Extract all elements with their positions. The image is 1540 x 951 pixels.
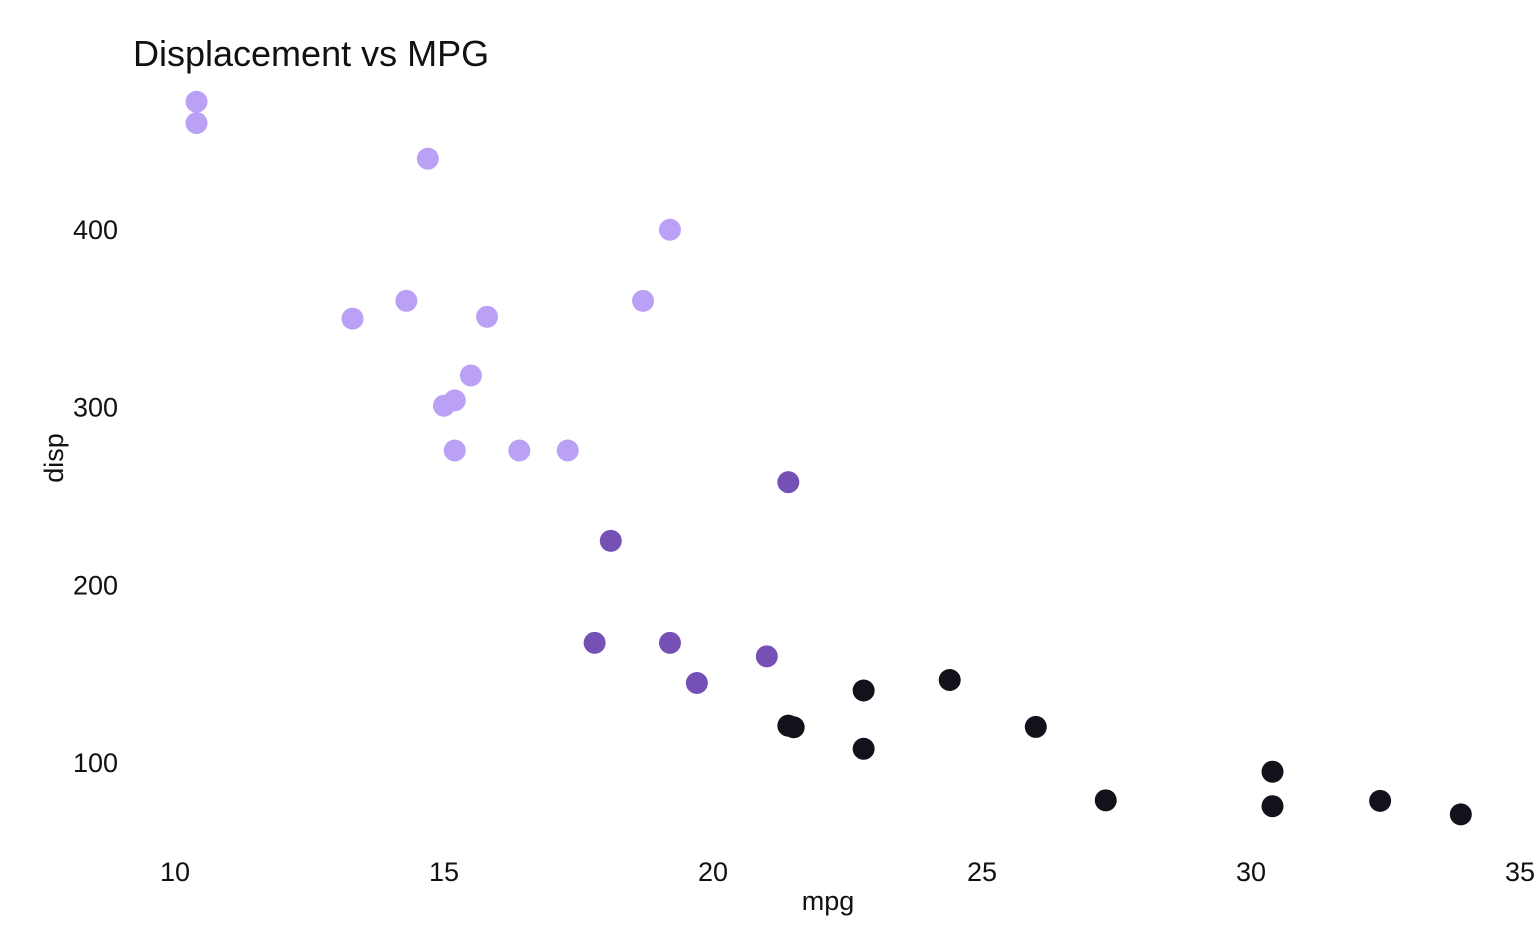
chart-title: Displacement vs MPG [133, 33, 489, 74]
y-tick-label: 200 [73, 570, 118, 600]
data-point [755, 645, 778, 668]
data-point [1261, 760, 1284, 783]
data-point [185, 112, 208, 135]
data-point [433, 394, 455, 417]
x-tick-label: 35 [1505, 857, 1535, 887]
data-point [1094, 789, 1117, 812]
data-point [685, 672, 708, 695]
data-point [1024, 715, 1047, 738]
data-point [556, 439, 579, 462]
data-point [599, 529, 622, 552]
y-axis-ticks: 100 200 300 400 [73, 215, 118, 778]
x-axis-ticks: 10 15 20 25 30 35 [160, 857, 1535, 887]
x-axis-label: mpg [802, 886, 855, 916]
data-point [1261, 795, 1284, 818]
y-tick-label: 400 [73, 215, 118, 245]
data-point [1449, 803, 1472, 826]
x-tick-label: 15 [429, 857, 459, 887]
data-point [852, 679, 875, 702]
data-point [395, 289, 418, 312]
data-point [1369, 789, 1392, 812]
data-point [583, 631, 606, 654]
data-point [508, 439, 531, 462]
y-axis-label: disp [39, 433, 69, 483]
x-tick-label: 30 [1236, 857, 1266, 887]
x-tick-label: 20 [698, 857, 728, 887]
data-point [341, 307, 364, 330]
data-point [658, 218, 681, 241]
data-point [658, 631, 681, 654]
y-tick-label: 300 [73, 393, 118, 423]
data-point [782, 716, 805, 739]
data-point [476, 305, 499, 328]
data-point [777, 471, 800, 494]
x-tick-label: 25 [967, 857, 997, 887]
data-point [852, 737, 875, 760]
data-point [185, 90, 208, 113]
data-point [443, 439, 466, 462]
y-tick-label: 100 [73, 748, 118, 778]
data-points [185, 90, 1472, 826]
x-tick-label: 10 [160, 857, 190, 887]
data-point [459, 364, 482, 387]
data-point [632, 289, 655, 312]
data-point [416, 147, 439, 170]
data-point [938, 668, 961, 691]
